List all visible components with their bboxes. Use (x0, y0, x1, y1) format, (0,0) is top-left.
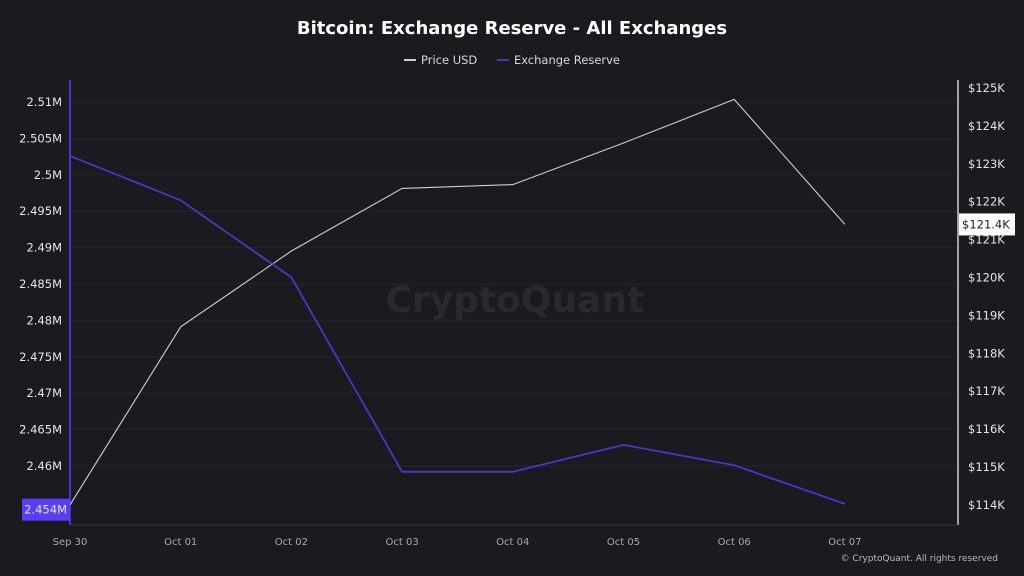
legend-label-reserve: Exchange Reserve (513, 53, 621, 67)
watermark: CryptoQuant (386, 280, 645, 321)
right-tick-label: $122K (968, 195, 1005, 209)
left-tick-label: 2.47M (26, 386, 62, 400)
x-tick-label: Oct 01 (164, 537, 197, 548)
copyright: © CryptoQuant. All rights reserved (840, 554, 998, 564)
right-tick-label: $123K (968, 157, 1005, 171)
left-tick-label: 2.465M (19, 423, 62, 437)
series-line-price (69, 98, 846, 506)
left-tick-label: 2.49M (26, 241, 62, 255)
legend-swatch-price (403, 59, 416, 61)
x-tick-label: Oct 02 (275, 537, 308, 548)
left-tick-label: 2.51M (26, 95, 62, 109)
right-tick-label: $124K (968, 119, 1005, 133)
x-tick-label: Sep 30 (53, 537, 88, 548)
right-tick-label: $120K (968, 271, 1005, 285)
right-tick-label: $125K (968, 81, 1005, 95)
x-tick-label: Oct 07 (828, 537, 861, 548)
right-tick-label: $116K (968, 422, 1005, 436)
x-tick-label: Oct 04 (496, 537, 529, 548)
right-tick-label: $121K (968, 233, 1005, 247)
x-tick-label: Oct 06 (718, 537, 751, 548)
left-tick-label: 2.48M (26, 313, 62, 327)
current-price-label: $121.4K (962, 217, 1010, 231)
series-line-reserve (69, 155, 846, 505)
x-tick-label: Oct 03 (385, 537, 418, 548)
legend-item-reserve[interactable]: Exchange Reserve (496, 53, 621, 67)
x-tick-label: Oct 05 (607, 537, 640, 548)
left-tick-label: 2.485M (19, 277, 62, 291)
current-reserve-badge (22, 498, 70, 521)
right-tick-label: $118K (968, 346, 1005, 360)
legend-label-price: Price USD (420, 53, 478, 67)
right-tick-label: $119K (968, 308, 1005, 322)
left-tick-label: 2.5M (34, 168, 62, 182)
left-tick-label: 2.505M (19, 131, 62, 145)
right-tick-label: $115K (968, 460, 1005, 474)
legend-swatch-reserve (496, 59, 509, 61)
left-tick-label: 2.475M (19, 350, 62, 364)
legend-item-price[interactable]: Price USD (403, 53, 478, 67)
left-tick-label: 2.495M (19, 204, 62, 218)
right-tick-label: $114K (968, 498, 1005, 512)
chart-title: Bitcoin: Exchange Reserve - All Exchange… (296, 18, 728, 39)
left-tick-label: 2.46M (26, 459, 62, 473)
legend: Price USD Exchange Reserve (0, 50, 1024, 67)
right-tick-label: $117K (968, 384, 1005, 398)
current-price-badge (959, 213, 1015, 236)
current-reserve-label: 2.454M (24, 503, 67, 517)
